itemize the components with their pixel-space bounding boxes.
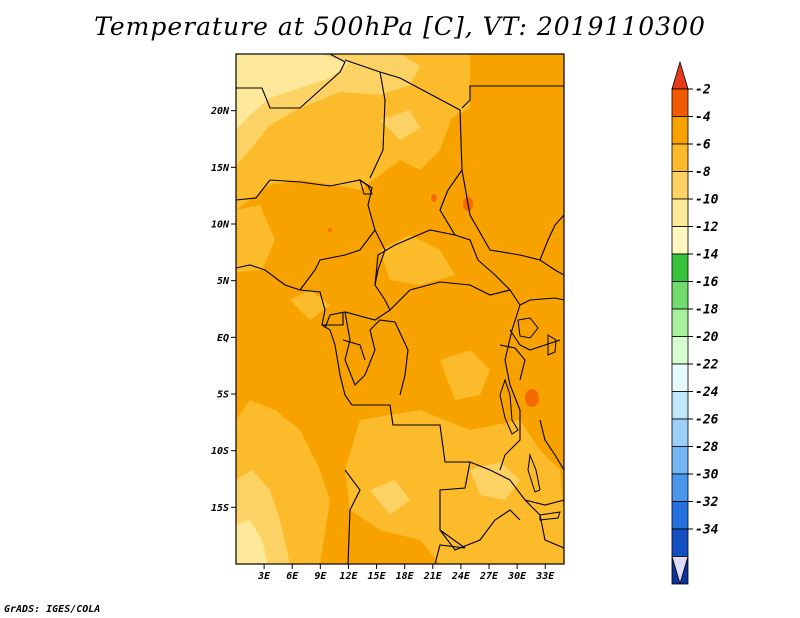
colorbar-swatch (671, 473, 689, 502)
colorbar-swatch (671, 363, 689, 392)
colorbar-swatch (671, 308, 689, 337)
colorbar-top-arrow (671, 60, 689, 90)
colorbar-swatch (671, 198, 689, 227)
temperature-field (236, 54, 564, 564)
colorbar-swatch (671, 171, 689, 200)
colorbar-label: -30 (695, 468, 719, 483)
lon-tick-label: 33E (535, 571, 555, 582)
colorbar-label: -24 (695, 385, 719, 400)
lon-tick-label: 30E (507, 571, 527, 582)
colorbar-bottom-arrow (671, 556, 689, 585)
chart-title: Temperature at 500hPa [C], VT: 201911030… (94, 12, 706, 41)
colorbar-swatch (671, 143, 689, 172)
lon-tick-label: 6E (286, 571, 299, 582)
colorbar-swatch (671, 391, 689, 420)
lon-tick-label: 3E (257, 571, 271, 582)
colorbar-label: -2 (695, 83, 711, 98)
colorbar-label: -22 (695, 358, 719, 373)
colorbar-swatch (671, 418, 689, 447)
lon-tick-label: 12E (339, 571, 358, 582)
colorbar-swatch (671, 281, 689, 310)
lat-tick-label: 15S (211, 503, 229, 514)
colorbar-label: -28 (695, 440, 719, 455)
lon-tick-label: 21E (423, 571, 443, 582)
colorbar-label: -16 (695, 275, 719, 290)
field-zone-minus10 (236, 54, 350, 564)
lakes (359, 178, 561, 521)
map-frame (235, 53, 565, 565)
colorbar-label: -10 (695, 193, 719, 208)
colorbar-label: -8 (695, 165, 711, 180)
colorbar-label: -6 (695, 138, 711, 153)
colorbar-label: -20 (695, 330, 719, 345)
colorbar-label: -12 (695, 220, 719, 235)
colorbar: -2 -4 -6 -8 -10 -12 -14 -16 -18 -20 -22 -24 -26 -28 -3… (671, 60, 719, 585)
lat-tick-label: 10N (211, 220, 230, 231)
longitude-axis: 3E 6E 9E 12E 15E 18E 21E 24E 27E 30E 33E (257, 564, 555, 582)
colorbar-label: -18 (695, 303, 719, 318)
colorbar-label: -26 (695, 413, 719, 428)
footer-credit: GrADS: IGES/COLA (4, 604, 101, 615)
lat-tick-label: 5N (217, 276, 230, 287)
colorbar-swatch (671, 88, 689, 117)
lon-tick-label: 18E (396, 571, 415, 582)
colorbar-swatch (671, 446, 689, 475)
colorbar-swatch (671, 253, 689, 282)
lon-tick-label: 15E (368, 571, 387, 582)
colorbar-swatch (671, 528, 689, 557)
colorbar-swatch (671, 116, 689, 145)
colorbar-label: -32 (695, 495, 719, 510)
lat-tick-label: 5S (217, 390, 229, 401)
lon-tick-label: 24E (451, 571, 471, 582)
lon-tick-label: 9E (314, 571, 327, 582)
colorbar-label: -34 (695, 523, 719, 538)
latitude-axis: 20N 15N 10N 5N EQ 5S 10S 15S (210, 106, 236, 514)
colorbar-swatch (671, 226, 689, 255)
colorbar-label: -4 (695, 110, 711, 125)
lat-tick-label: 15N (211, 163, 230, 174)
country-borders (236, 54, 564, 564)
lat-tick-label: 10S (211, 446, 229, 457)
colorbar-swatch (671, 501, 689, 530)
lat-tick-label: EQ (217, 333, 229, 344)
lat-tick-label: 20N (210, 106, 230, 117)
lon-tick-label: 27E (479, 571, 499, 582)
colorbar-swatch (671, 336, 689, 365)
colorbar-label: -14 (695, 248, 719, 263)
